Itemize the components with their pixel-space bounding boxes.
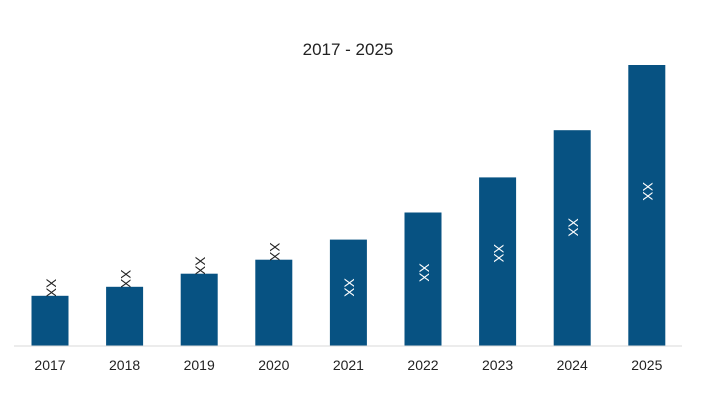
data-label: XX <box>640 182 656 201</box>
x-tick-label: 2020 <box>258 357 289 373</box>
data-labels: XX XX XX XX XX XX XX XX XX <box>43 182 656 298</box>
data-label: XX <box>565 218 581 237</box>
data-label: XX <box>416 263 432 282</box>
bars-group <box>31 65 666 346</box>
x-tick-label: 2021 <box>333 357 364 373</box>
bar-2025 <box>628 65 666 346</box>
bar-2023 <box>479 177 517 346</box>
data-label: XX <box>342 278 358 297</box>
x-tick-label: 2019 <box>184 357 215 373</box>
bar-2020 <box>255 259 293 346</box>
bar-2022 <box>404 212 442 346</box>
x-tick-label: 2023 <box>482 357 513 373</box>
bar-2018 <box>106 286 144 346</box>
chart-title: 2017 - 2025 <box>303 40 394 59</box>
x-tick-label: 2025 <box>631 357 662 373</box>
x-tick-labels: 2017 2018 2019 2020 2021 2022 2023 2024 2025 <box>34 357 662 373</box>
x-tick-label: 2017 <box>34 357 65 373</box>
bar-2024 <box>553 130 591 346</box>
x-tick-label: 2022 <box>407 357 438 373</box>
data-label: XX <box>192 256 208 275</box>
bar-2017 <box>31 295 69 346</box>
x-tick-label: 2018 <box>109 357 140 373</box>
data-label: XX <box>491 244 507 263</box>
data-label: XX <box>43 278 59 297</box>
data-label: XX <box>267 242 283 261</box>
bar-2019 <box>180 273 218 346</box>
bar-2021 <box>329 239 367 346</box>
x-tick-label: 2024 <box>557 357 588 373</box>
data-label: XX <box>118 269 134 288</box>
